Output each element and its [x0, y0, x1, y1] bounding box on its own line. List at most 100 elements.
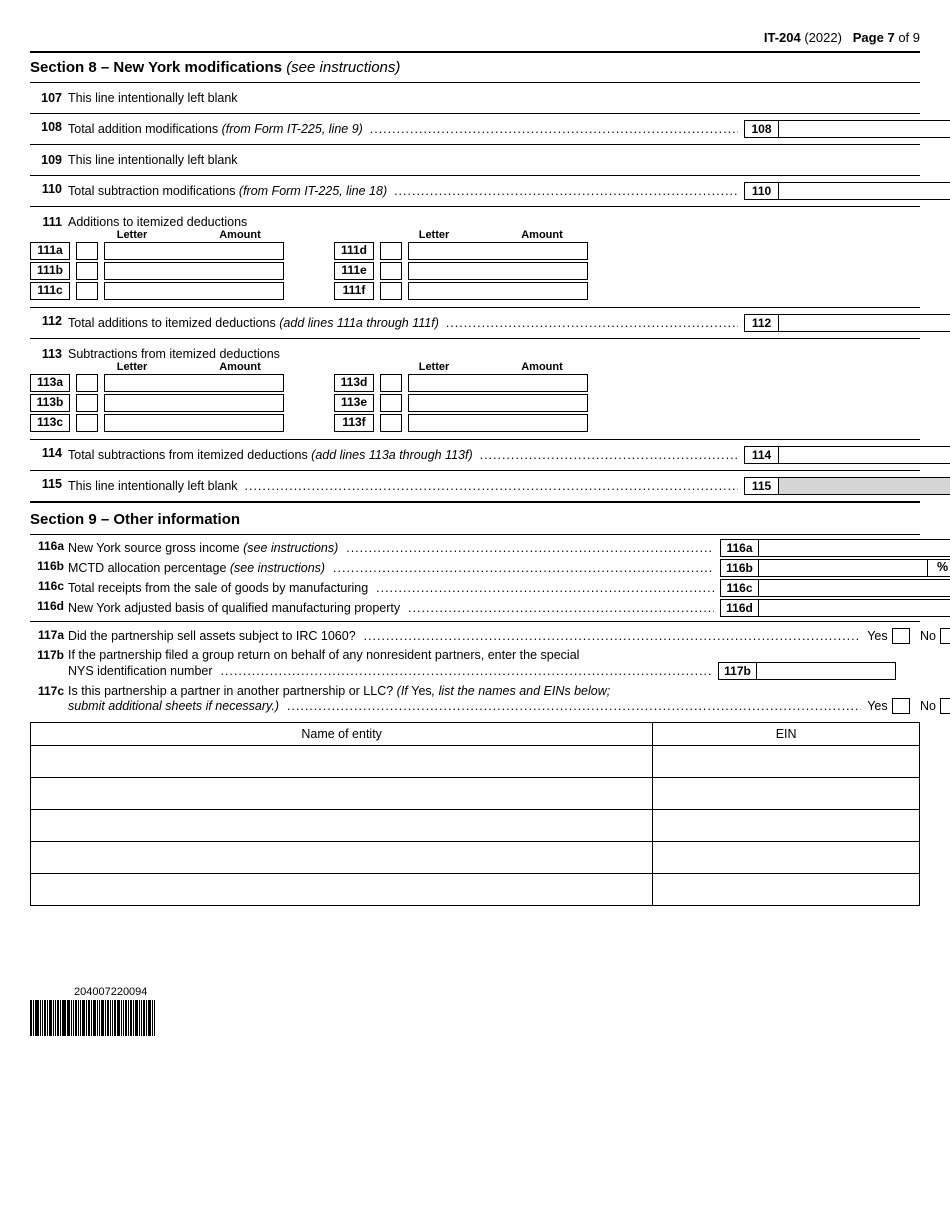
amount-input[interactable]	[758, 559, 928, 577]
amount-input[interactable]	[104, 282, 284, 300]
entity-name-cell[interactable]	[31, 874, 653, 906]
yes-label: Yes	[867, 629, 887, 643]
amount-input[interactable]	[758, 539, 950, 557]
yes-word: Yes	[411, 684, 431, 698]
line-117c: 117c Is this partnership a partner in an…	[30, 682, 920, 698]
amount-input[interactable]	[408, 262, 588, 280]
line-text: This line intentionally left blank	[68, 479, 238, 493]
amount-input[interactable]	[778, 182, 950, 200]
amount-input[interactable]	[408, 414, 588, 432]
line-110: 110 Total subtraction modifications (fro…	[30, 176, 920, 206]
line-num: 117b	[30, 648, 68, 662]
letter-input[interactable]	[76, 374, 98, 392]
line-text: Total additions to itemized deductions	[68, 316, 279, 330]
letter-input[interactable]	[76, 394, 98, 412]
line-amount-group: 112	[744, 314, 950, 332]
box-label: 112	[744, 314, 778, 332]
letter-input[interactable]	[380, 282, 402, 300]
entity-ein-cell[interactable]	[653, 746, 920, 778]
table-row	[31, 746, 920, 778]
subline-label: 113c	[30, 414, 70, 432]
letter-input[interactable]	[76, 414, 98, 432]
entity-name-cell[interactable]	[31, 842, 653, 874]
amount-input[interactable]	[758, 579, 950, 597]
subline-label: 111b	[30, 262, 70, 280]
yes-checkbox[interactable]	[892, 628, 910, 644]
entity-name-cell[interactable]	[31, 746, 653, 778]
box-label: 116b	[720, 559, 758, 577]
line-text: Is this partnership a partner in another…	[68, 684, 397, 698]
no-checkbox[interactable]	[940, 698, 950, 714]
page-header: IT-204 (2022) Page 7 of 9	[30, 30, 920, 45]
amount-input[interactable]	[408, 242, 588, 260]
line-117b: 117b If the partnership filed a group re…	[30, 646, 920, 662]
subline-label: 111a	[30, 242, 70, 260]
box-label: 108	[744, 120, 778, 138]
section9-title: Section 9 – Other information	[30, 503, 920, 534]
amount-input-shaded	[778, 477, 950, 495]
amount-input[interactable]	[104, 242, 284, 260]
col-amount: Amount	[150, 361, 330, 373]
entity-ein-cell[interactable]	[653, 778, 920, 810]
line-num: 107	[30, 91, 68, 105]
amount-input[interactable]	[104, 394, 284, 412]
subline-row: 111c111f	[30, 281, 920, 301]
entity-name-cell[interactable]	[31, 810, 653, 842]
box-label: 117b	[718, 662, 756, 680]
letter-input[interactable]	[380, 414, 402, 432]
box-label: 115	[744, 477, 778, 495]
col-amount: Amount	[452, 229, 632, 241]
line-ital: (add lines 111a through 111f)	[279, 316, 439, 330]
amount-input[interactable]	[104, 262, 284, 280]
col-ein: EIN	[653, 723, 920, 746]
amount-input[interactable]	[104, 414, 284, 432]
subline-row: 111a111d	[30, 241, 920, 261]
letter-input[interactable]	[76, 282, 98, 300]
form-year: (2022)	[804, 30, 842, 45]
subline-row: 113b113e	[30, 393, 920, 413]
yes-checkbox[interactable]	[892, 698, 910, 714]
line-text-wrap: New York adjusted basis of qualified man…	[68, 601, 714, 615]
entity-ein-cell[interactable]	[653, 842, 920, 874]
line-num: 115	[30, 477, 68, 491]
line-num: 117a	[30, 628, 68, 642]
line-111: 111 Additions to itemized deductions	[30, 207, 920, 229]
line-111-headers: Letter Amount Letter Amount	[30, 229, 920, 241]
entity-ein-cell[interactable]	[653, 810, 920, 842]
amount-input[interactable]	[408, 282, 588, 300]
line-ital: (add lines 113a through 113f)	[311, 448, 472, 462]
box-label: 116a	[720, 539, 758, 557]
entity-ein-cell[interactable]	[653, 874, 920, 906]
letter-input[interactable]	[76, 262, 98, 280]
line-ital: (see instructions)	[243, 541, 338, 555]
letter-input[interactable]	[380, 262, 402, 280]
line-text: MCTD allocation percentage	[68, 561, 230, 575]
amount-input[interactable]	[778, 120, 950, 138]
amount-input[interactable]	[778, 314, 950, 332]
line-116c: 116c Total receipts from the sale of goo…	[30, 578, 920, 598]
line-text-wrap: Total subtractions from itemized deducti…	[68, 448, 738, 462]
line-text: This line intentionally left blank	[68, 91, 920, 105]
letter-input[interactable]	[380, 242, 402, 260]
line-116d: 116d New York adjusted basis of qualifie…	[30, 598, 920, 621]
form-id: IT-204	[764, 30, 801, 45]
amount-input[interactable]	[756, 662, 896, 680]
line-text: If the partnership filed a group return …	[68, 648, 920, 662]
amount-input[interactable]	[408, 374, 588, 392]
amount-input[interactable]	[758, 599, 950, 617]
line-text: This line intentionally left blank	[68, 153, 920, 167]
line-text-wrap: Total additions to itemized deductions (…	[68, 316, 738, 330]
letter-input[interactable]	[380, 374, 402, 392]
line-text: Did the partnership sell assets subject …	[68, 629, 356, 643]
amount-input[interactable]	[104, 374, 284, 392]
page-of: of 9	[898, 30, 920, 45]
entity-name-cell[interactable]	[31, 778, 653, 810]
line-amount-group: 114	[744, 446, 950, 464]
line-111-rows: 111a111d111b111e111c111f	[30, 241, 920, 301]
letter-input[interactable]	[76, 242, 98, 260]
subline-label: 113e	[334, 394, 374, 412]
letter-input[interactable]	[380, 394, 402, 412]
amount-input[interactable]	[778, 446, 950, 464]
no-checkbox[interactable]	[940, 628, 950, 644]
amount-input[interactable]	[408, 394, 588, 412]
